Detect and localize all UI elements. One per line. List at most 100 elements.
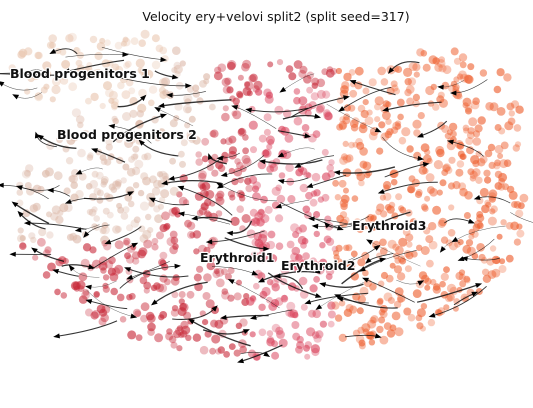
velocity-arrowhead	[263, 351, 271, 357]
cell-point	[446, 129, 453, 136]
cell-point	[228, 343, 236, 350]
velocity-arrowhead	[373, 244, 381, 251]
cell-point	[243, 157, 252, 167]
velocity-arrowhead	[188, 318, 195, 325]
cell-point	[395, 245, 404, 255]
velocity-arrowhead	[365, 257, 372, 264]
cell-point	[144, 69, 154, 79]
cell-point	[324, 112, 333, 121]
cell-point	[310, 92, 319, 101]
cell-point	[109, 272, 119, 282]
cell-point	[504, 121, 514, 131]
cell-point	[241, 154, 251, 164]
cell-point	[63, 187, 71, 195]
cell-point	[206, 254, 216, 263]
cell-point	[438, 56, 446, 63]
velocity-streamline	[126, 268, 189, 278]
cell-point	[192, 333, 202, 342]
cell-point	[430, 83, 437, 91]
cell-point	[104, 158, 112, 166]
cell-point	[457, 239, 464, 246]
cell-point	[135, 58, 145, 68]
cell-point	[172, 274, 180, 282]
cell-point	[379, 194, 386, 201]
cell-point	[154, 134, 162, 142]
cell-point	[361, 222, 370, 230]
cell-point	[396, 272, 406, 281]
cell-point	[339, 116, 346, 123]
cell-point	[77, 121, 84, 129]
cell-point	[326, 237, 335, 246]
cell-point	[475, 176, 483, 184]
cell-point	[293, 60, 303, 69]
velocity-streamline	[248, 107, 309, 113]
cell-point	[494, 182, 503, 190]
cell-point	[266, 336, 275, 344]
cell-point	[466, 146, 474, 155]
cell-point	[303, 344, 310, 352]
cell-point	[378, 121, 386, 129]
cell-point	[242, 59, 252, 69]
cell-point	[458, 269, 466, 276]
cell-point	[233, 349, 241, 357]
cell-point	[132, 251, 141, 260]
velocity-streamline	[119, 265, 178, 289]
cell-point	[73, 47, 80, 53]
cell-point	[171, 305, 179, 312]
cell-point	[211, 169, 219, 177]
cell-point	[94, 68, 102, 77]
velocity-arrowhead	[304, 133, 312, 139]
velocity-arrowhead	[75, 169, 83, 175]
cell-point	[443, 304, 450, 311]
cell-point	[132, 257, 140, 265]
velocity-arrowhead	[437, 84, 444, 90]
cell-point	[132, 182, 140, 189]
cell-point	[438, 217, 448, 227]
velocity-streamline	[239, 344, 283, 363]
cell-point	[485, 102, 494, 111]
cell-point	[96, 189, 104, 197]
cell-point	[244, 81, 251, 88]
cell-point	[406, 85, 415, 94]
cell-point	[110, 287, 118, 296]
cell-point	[390, 80, 398, 88]
cell-point	[421, 205, 429, 212]
cell-point	[453, 76, 460, 83]
cell-points-layer	[8, 29, 529, 361]
cell-point	[163, 222, 171, 230]
cell-point	[496, 107, 506, 116]
cell-point	[35, 51, 43, 60]
cell-point	[510, 221, 519, 231]
cell-point	[231, 110, 238, 117]
velocity-arrowhead	[377, 189, 385, 194]
cell-point	[512, 144, 520, 152]
cell-point	[406, 145, 414, 153]
cell-point	[179, 303, 187, 311]
cell-point	[483, 169, 491, 177]
cell-point	[96, 196, 104, 204]
cell-point	[305, 191, 313, 200]
cell-point	[169, 245, 178, 255]
cell-point	[311, 77, 320, 86]
cell-point	[203, 273, 212, 282]
cell-point	[293, 116, 303, 126]
cell-point	[413, 71, 420, 78]
cell-point	[420, 50, 428, 57]
cell-point	[44, 246, 52, 254]
cell-point	[252, 192, 261, 202]
cell-point	[348, 69, 356, 76]
cell-point	[190, 134, 197, 142]
velocity-arrowhead	[131, 242, 139, 248]
cell-point	[209, 347, 217, 355]
cell-point	[390, 126, 399, 134]
cell-point	[425, 173, 435, 182]
cell-point	[114, 240, 124, 250]
cell-point	[82, 243, 92, 252]
cell-point	[253, 80, 263, 90]
cell-point	[472, 97, 480, 105]
cell-point	[77, 148, 86, 158]
cell-point	[242, 147, 250, 155]
cell-point	[204, 198, 212, 207]
cell-point	[385, 118, 392, 125]
cell-point	[138, 225, 146, 233]
